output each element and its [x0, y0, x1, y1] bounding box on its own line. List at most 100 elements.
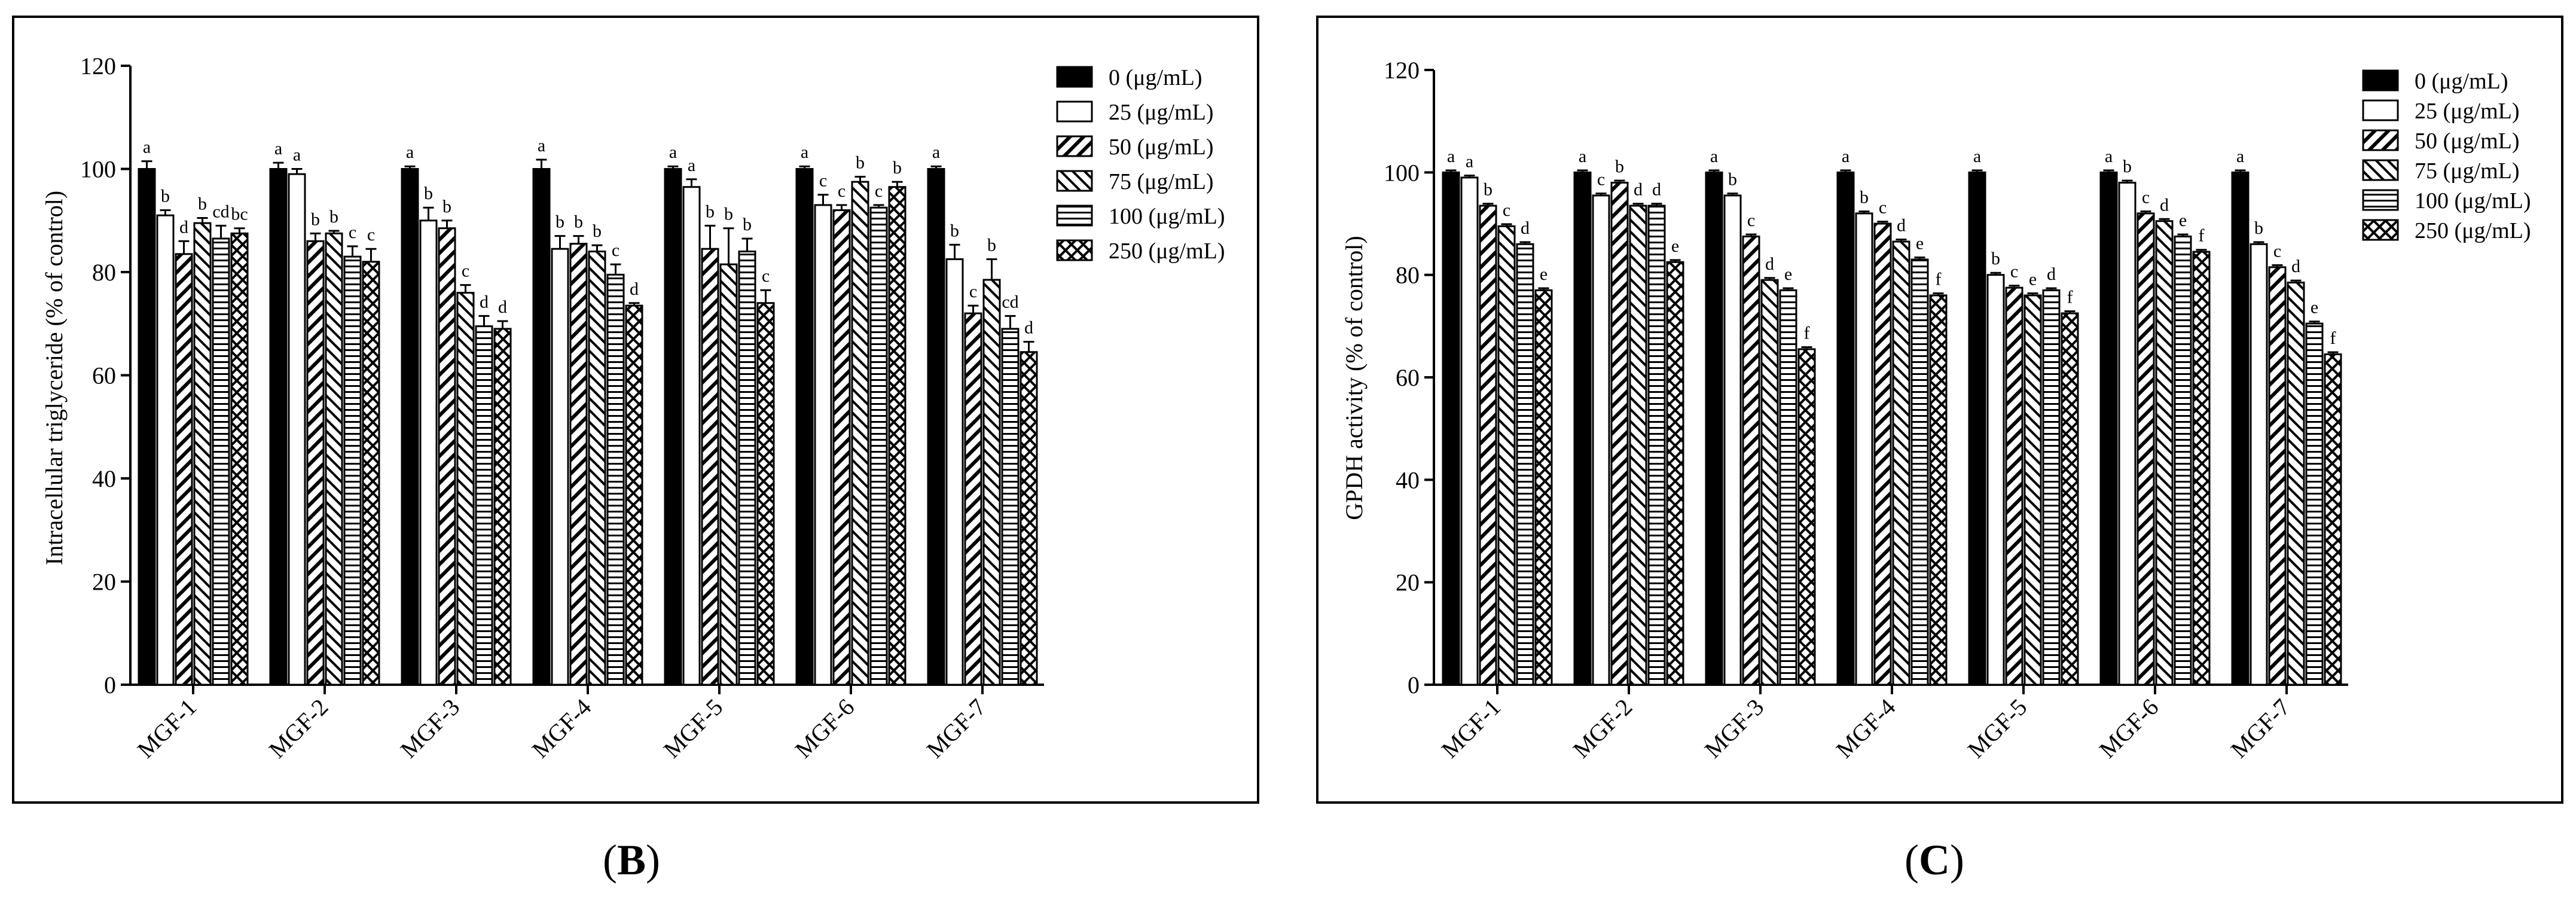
panel-c-letter-MGF-3-s5: f: [1804, 323, 1810, 343]
panel-b-bar-MGF-3-s1: [419, 219, 438, 686]
panel-c-x-tick-label-MGF-4: MGF-4: [1831, 694, 1901, 764]
panel-b-letter-MGF-7-s2: c: [969, 282, 977, 301]
panel-c-letter-MGF-3-s4: e: [1784, 264, 1792, 284]
panel-b-letter-MGF-6-s0: a: [801, 142, 808, 162]
panel-c-bar-MGF-7-s1: [2250, 243, 2268, 686]
panel-c-letter-MGF-6-s5: f: [2199, 226, 2205, 246]
panel-c-bar-MGF-5-s0: [1968, 171, 1986, 686]
panel-c-letter: C: [1919, 836, 1950, 884]
panel-c-bar-MGF-4-s5: [1929, 294, 1948, 686]
panel-c-letter-MGF-4-s2: c: [1879, 198, 1887, 218]
panel-c-bar-MGF-4-s1: [1855, 212, 1873, 686]
panel-b-bar-MGF-7-s1: [945, 258, 964, 686]
panel-b-frame: [12, 16, 1259, 804]
panel-b-legend-label-s4: 100 (μg/mL): [1109, 204, 1225, 229]
panel-c-x-tick-label-MGF-2: MGF-2: [1568, 694, 1638, 764]
panel-c-letter-MGF-4-s4: e: [1916, 234, 1924, 254]
panel-b-bar-MGF-5-s4: [738, 251, 756, 686]
panel-b-bar-MGF-7-s3: [982, 279, 1001, 686]
panel-c-letter-MGF-6-s4: e: [2179, 210, 2187, 230]
panel-c-y-tick-label-20: 20: [1396, 569, 1420, 596]
panel-b-y-tick-label-40: 40: [92, 465, 116, 492]
panel-c-bar-MGF-6-s4: [2174, 235, 2192, 686]
panel-b-letter-MGF-7-s3: b: [987, 235, 996, 255]
panel-b-bar-MGF-4-s0: [532, 168, 551, 686]
panel-c-legend-label-s1: 25 (μg/mL): [2415, 99, 2520, 124]
panel-b-letter-MGF-4-s2: b: [574, 212, 583, 232]
panel-c-bar-MGF-6-s2: [2137, 212, 2155, 686]
panel-c-frame: [1316, 16, 2563, 804]
panel-b-x-tick-label-MGF-1: MGF-1: [132, 694, 202, 764]
panel-c-letter-MGF-7-s5: f: [2330, 328, 2336, 348]
panel-b-bar-MGF-3-s0: [401, 168, 419, 686]
panel-b-bar-MGF-1-s4: [212, 237, 230, 686]
panel-c-bar-MGF-4-s3: [1892, 240, 1910, 686]
panel-c-legend-label-s3: 75 (μg/mL): [2415, 158, 2520, 184]
panel-b-bar-MGF-3-s3: [456, 292, 475, 686]
panel-b-bar-MGF-2-s5: [362, 261, 380, 686]
panel-c-letter-MGF-1-s1: a: [1466, 151, 1473, 171]
panel-b-letter-MGF-2-s3: b: [329, 207, 338, 227]
panel-c-legend-swatch-s3: [2362, 159, 2399, 181]
panel-c-letter-MGF-2-s5: e: [1671, 236, 1679, 256]
panel-b-letter-MGF-5-s4: b: [743, 215, 752, 234]
panel-c-bar-MGF-6-s0: [2099, 171, 2118, 686]
panel-c-paren-open: (: [1904, 836, 1919, 884]
panel-c-bar-MGF-6-s5: [2192, 251, 2211, 686]
panel-b-bar-MGF-5-s5: [756, 302, 775, 686]
panel-b-ylabel: Intracellular triglyceride (% of control…: [41, 191, 68, 565]
panel-c-bar-MGF-4-s4: [1910, 258, 1929, 686]
panel-b-bar-MGF-7-s5: [1020, 351, 1038, 686]
panel-c-bar-MGF-6-s3: [2155, 220, 2174, 686]
panel-b-bar-MGF-4-s4: [606, 273, 625, 686]
panel-c-legend-swatch-s2: [2362, 129, 2399, 151]
panel-c-label: (C): [1904, 836, 1964, 884]
panel-b-bar-MGF-7-s0: [927, 168, 945, 686]
panel-b-letter-MGF-4-s1: b: [556, 212, 564, 232]
panel-c-bar-MGF-1-s0: [1442, 171, 1460, 686]
panel-b-letter-MGF-2-s5: c: [367, 225, 375, 245]
panel-b-letter-MGF-7-s1: b: [950, 221, 959, 240]
panel-c-bar-MGF-3-s2: [1742, 235, 1760, 686]
panel-b-bar-MGF-3-s5: [493, 328, 512, 686]
panel-c-bar-MGF-1-s3: [1497, 225, 1516, 686]
panel-b-label: (B): [603, 836, 660, 884]
panel-b-bar-MGF-2-s3: [325, 232, 343, 686]
panel-b-letter-MGF-1-s3: b: [198, 194, 207, 213]
panel-c-y-tick-label-100: 100: [1384, 159, 1420, 186]
panel-c-y-tick-label-120: 120: [1384, 57, 1420, 84]
panel-c-bar-MGF-2-s1: [1592, 194, 1610, 686]
panel-c-letter-MGF-4-s1: b: [1860, 187, 1869, 207]
panel-b-bar-MGF-1-s0: [138, 168, 156, 686]
panel-b-paren-open: (: [603, 836, 617, 884]
panel-c-bar-MGF-7-s4: [2305, 322, 2324, 686]
panel-b-bar-MGF-6-s3: [851, 181, 869, 686]
panel-c-x-tick-label-MGF-6: MGF-6: [2094, 694, 2164, 764]
panel-c-bar-MGF-5-s3: [2023, 294, 2042, 686]
panel-c-letter-MGF-1-s2: b: [1484, 180, 1493, 200]
panel-b-y-tick-label-60: 60: [92, 362, 116, 389]
panel-c-bar-MGF-1-s4: [1516, 243, 1534, 686]
panel-b-legend-swatch-s3: [1056, 170, 1093, 192]
panel-b-y-tick-label-100: 100: [80, 156, 116, 183]
panel-b-bar-MGF-4-s3: [588, 251, 606, 686]
panel-c-legend-label-s5: 250 (μg/mL): [2415, 218, 2531, 243]
panel-c-letter-MGF-3-s3: d: [1765, 254, 1774, 274]
panel-c-letter-MGF-2-s3: d: [1634, 180, 1643, 200]
panel-b-x-tick-label-MGF-2: MGF-2: [264, 694, 334, 764]
panel-b-legend-swatch-s4: [1056, 205, 1093, 227]
panel-b-bar-MGF-2-s2: [306, 240, 325, 686]
panel-c-y-tick-label-40: 40: [1396, 466, 1420, 493]
panel-b-bar-MGF-7-s2: [964, 312, 982, 686]
panel-c-bar-MGF-4-s2: [1873, 222, 1892, 686]
panel-c-letter-MGF-5-s2: c: [2010, 262, 2018, 282]
panel-c-letter-MGF-2-s4: d: [1652, 180, 1661, 200]
panel-c-x-tick-label-MGF-1: MGF-1: [1436, 694, 1506, 764]
panel-b-bar-MGF-5-s3: [719, 263, 738, 686]
panel-b-legend-swatch-s5: [1056, 239, 1093, 261]
panel-b-legend-label-s5: 250 (μg/mL): [1109, 239, 1225, 264]
panel-b-legend-label-s1: 25 (μg/mL): [1109, 100, 1214, 125]
panel-b-letter: B: [617, 836, 646, 884]
